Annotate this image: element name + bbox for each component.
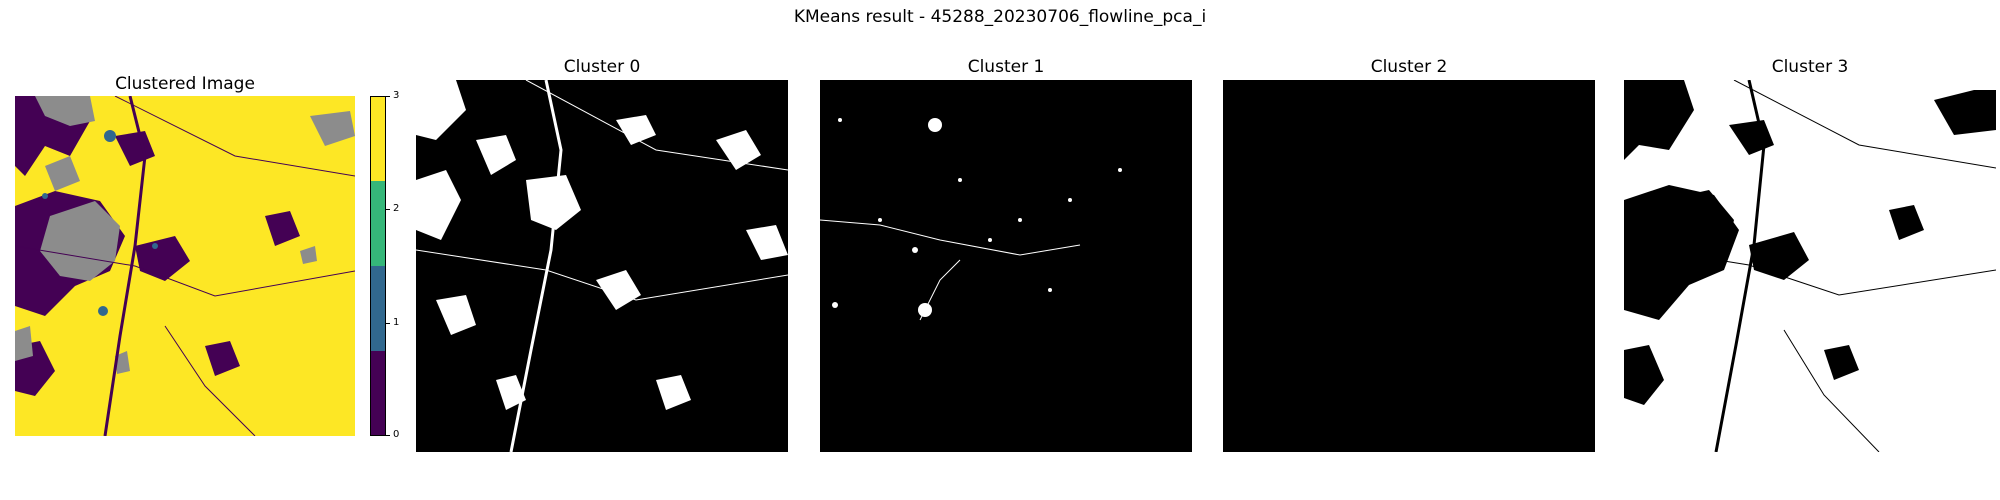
cluster-2-panel: Cluster 2 <box>1223 0 1595 500</box>
colorbar-tick-label-0: 0 <box>393 429 400 440</box>
cluster-3-panel: Cluster 3 <box>1624 0 1996 500</box>
cluster-3-title: Cluster 3 <box>1771 57 1849 77</box>
colorbar-segment-1 <box>370 266 386 351</box>
colorbar-tick-label-3: 3 <box>393 90 400 101</box>
clustered-image-map <box>15 96 355 436</box>
cluster-3-mask <box>1624 80 1996 452</box>
clustered-image <box>15 96 355 436</box>
cluster-1-title: Cluster 1 <box>967 57 1045 77</box>
figure-suptitle: KMeans result - 45288_20230706_flowline_… <box>793 7 1207 27</box>
cluster-2-mask <box>1223 80 1595 452</box>
colorbar: 3 2 1 0 <box>370 90 399 440</box>
cluster-1-mask-image <box>820 80 1192 452</box>
cluster-0-mask <box>416 80 788 452</box>
cluster-0-mask-image <box>416 80 788 452</box>
cluster-0-panel: Cluster 0 <box>416 0 788 500</box>
cluster-1-mask <box>820 80 1192 452</box>
clustered-image-title: Clustered Image <box>115 74 255 94</box>
cluster-2-title: Cluster 2 <box>1370 57 1448 77</box>
cluster-2-mask-image <box>1223 80 1595 452</box>
colorbar-frame <box>370 96 386 436</box>
colorbar-segment-3 <box>370 96 386 181</box>
colorbar-tick-2 <box>386 209 390 210</box>
colorbar-tick-3 <box>386 96 390 97</box>
colorbar-tick-0 <box>386 435 390 436</box>
colorbar-tick-1 <box>386 323 390 324</box>
colorbar-tick-label-1: 1 <box>393 317 400 328</box>
colorbar-segment-0 <box>370 351 386 436</box>
cluster-0-title: Cluster 0 <box>563 57 641 77</box>
colorbar-segment-2 <box>370 181 386 266</box>
cluster-3-mask-image <box>1624 80 1996 452</box>
clustered-image-panel: Clustered Image <box>0 0 400 500</box>
cluster-1-panel: Cluster 1 <box>820 0 1192 500</box>
colorbar-tick-label-2: 2 <box>393 203 400 214</box>
